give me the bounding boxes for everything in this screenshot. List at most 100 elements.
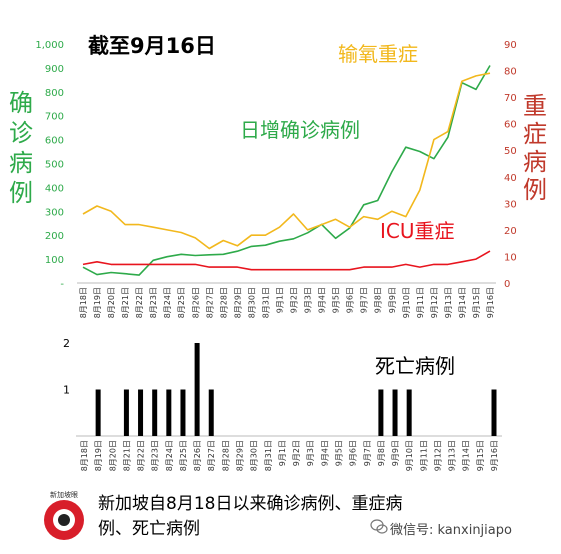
bar-x-tick-label: 8月27日 <box>207 440 216 471</box>
bar-x-tick-label: 8月22日 <box>137 440 146 471</box>
bar-y-tick-label: 2 <box>63 337 70 350</box>
bar-x-tick-label: 8月20日 <box>108 440 117 471</box>
series-line-severe <box>82 72 491 250</box>
right-tick-label: 30 <box>504 199 517 210</box>
right-tick-label: 70 <box>504 93 517 104</box>
death-bar <box>491 389 497 436</box>
x-tick-label: 9月5日 <box>332 287 341 313</box>
bar-x-tick-label: 9月9日 <box>391 440 400 466</box>
right-tick-label: 60 <box>504 120 517 131</box>
bar-x-tick-label: 8月26日 <box>193 440 202 471</box>
x-tick-label: 8月31日 <box>261 287 270 318</box>
wechat-id: 微信号: kanxinjiapo <box>390 523 512 538</box>
x-tick-label: 8月22日 <box>135 287 144 318</box>
x-tick-label: 8月30日 <box>247 287 256 318</box>
death-bar <box>123 389 129 436</box>
right-tick-label: 90 <box>504 40 517 51</box>
x-tick-label: 9月16日 <box>486 287 495 318</box>
bar-x-tick-label: 8月29日 <box>236 440 245 471</box>
death-bar <box>392 389 398 436</box>
x-tick-label: 8月26日 <box>191 287 200 318</box>
death-bar <box>166 389 172 436</box>
left-tick-label: 100 <box>45 255 64 266</box>
right-axis-label: 重症病例 <box>523 92 547 204</box>
bar-x-tick-label: 8月24日 <box>165 440 174 471</box>
death-bar <box>95 389 101 436</box>
series-label-deaths: 死亡病例 <box>375 354 455 378</box>
bar-x-tick-label: 8月30日 <box>250 440 259 471</box>
series-line-daily-cases <box>82 65 491 276</box>
wechat-icon <box>370 519 388 534</box>
left-tick-label: 300 <box>45 207 64 218</box>
death-bar <box>378 389 384 436</box>
bar-x-tick-label: 9月8日 <box>377 440 386 466</box>
right-tick-label: 10 <box>504 252 517 263</box>
x-tick-label: 9月7日 <box>360 287 369 313</box>
x-tick-label: 9月4日 <box>318 287 327 313</box>
left-tick-label: 800 <box>45 88 64 99</box>
bar-x-tick-label: 9月12日 <box>433 440 442 471</box>
right-tick-label: 80 <box>504 67 517 78</box>
chart-title: 截至9月16日 <box>88 34 216 58</box>
right-tick-label: 40 <box>504 173 517 184</box>
logo-text: 新加坡眼 <box>50 491 78 499</box>
x-tick-label: 9月12日 <box>430 287 439 318</box>
left-tick-label: 1,000 <box>35 40 64 51</box>
bar-x-tick-label: 8月31日 <box>264 440 273 471</box>
bar-x-tick-label: 8月25日 <box>179 440 188 471</box>
left-axis-label: 确诊病例 <box>9 89 33 207</box>
series-label-severe: 输氧重症 <box>338 42 418 66</box>
series-line-icu <box>82 250 491 271</box>
bar-x-tick-label: 9月15日 <box>476 440 485 471</box>
left-tick-label: 700 <box>45 112 64 123</box>
x-tick-label: 8月27日 <box>205 287 214 318</box>
x-tick-label: 9月3日 <box>304 287 313 313</box>
bar-x-tick-label: 8月19日 <box>94 440 103 471</box>
left-tick-label: 600 <box>45 136 64 147</box>
series-label-daily-cases: 日增确诊病例 <box>240 118 360 142</box>
right-tick-label: 20 <box>504 226 517 237</box>
x-tick-label: 9月1日 <box>275 287 284 313</box>
bar-x-tick-label: 9月13日 <box>448 440 457 471</box>
bar-x-tick-label: 8月23日 <box>151 440 160 471</box>
bar-x-tick-label: 9月6日 <box>349 440 358 466</box>
bar-x-tick-label: 9月5日 <box>334 440 343 466</box>
bar-x-tick-label: 9月14日 <box>462 440 471 471</box>
x-tick-label: 9月2日 <box>290 287 299 313</box>
left-tick-label: 500 <box>45 160 64 171</box>
bar-y-tick-label: 1 <box>63 384 70 397</box>
x-tick-label: 9月13日 <box>444 287 453 318</box>
bar-x-tick-label: 9月1日 <box>278 440 287 466</box>
x-tick-label: 9月15日 <box>472 287 481 318</box>
x-tick-label: 9月9日 <box>388 287 397 313</box>
x-tick-label: 8月29日 <box>233 287 242 318</box>
bar-x-tick-label: 9月11日 <box>419 440 428 471</box>
x-tick-label: 8月20日 <box>107 287 116 318</box>
bar-x-tick-label: 9月4日 <box>320 440 329 466</box>
x-tick-label: 8月28日 <box>219 287 228 318</box>
series-label-icu: ICU重症 <box>380 219 455 243</box>
death-bar <box>208 389 214 436</box>
x-tick-label: 9月6日 <box>346 287 355 313</box>
x-tick-label: 8月25日 <box>177 287 186 318</box>
x-tick-label: 8月19日 <box>93 287 102 318</box>
x-tick-label: 9月10日 <box>402 287 411 318</box>
left-tick-label: 400 <box>45 183 64 194</box>
bar-x-tick-label: 9月3日 <box>306 440 315 466</box>
chart-caption: 新加坡自8月18日以来确诊病例、重症病例、死亡病例 <box>98 494 403 539</box>
x-tick-label: 9月14日 <box>458 287 467 318</box>
right-tick-label: 0 <box>504 279 510 290</box>
x-tick-label: 9月11日 <box>416 287 425 318</box>
bar-x-tick-label: 8月18日 <box>80 440 89 471</box>
x-tick-label: 9月8日 <box>374 287 383 313</box>
death-bar <box>406 389 412 436</box>
bar-x-tick-label: 8月21日 <box>122 440 131 471</box>
death-bar <box>138 389 144 436</box>
bar-x-tick-label: 8月28日 <box>221 440 230 471</box>
bar-x-tick-label: 9月10日 <box>405 440 414 471</box>
logo-icon <box>44 500 84 540</box>
x-tick-label: 8月23日 <box>149 287 158 318</box>
left-tick-label: - <box>60 279 64 290</box>
right-tick-label: 50 <box>504 146 517 157</box>
